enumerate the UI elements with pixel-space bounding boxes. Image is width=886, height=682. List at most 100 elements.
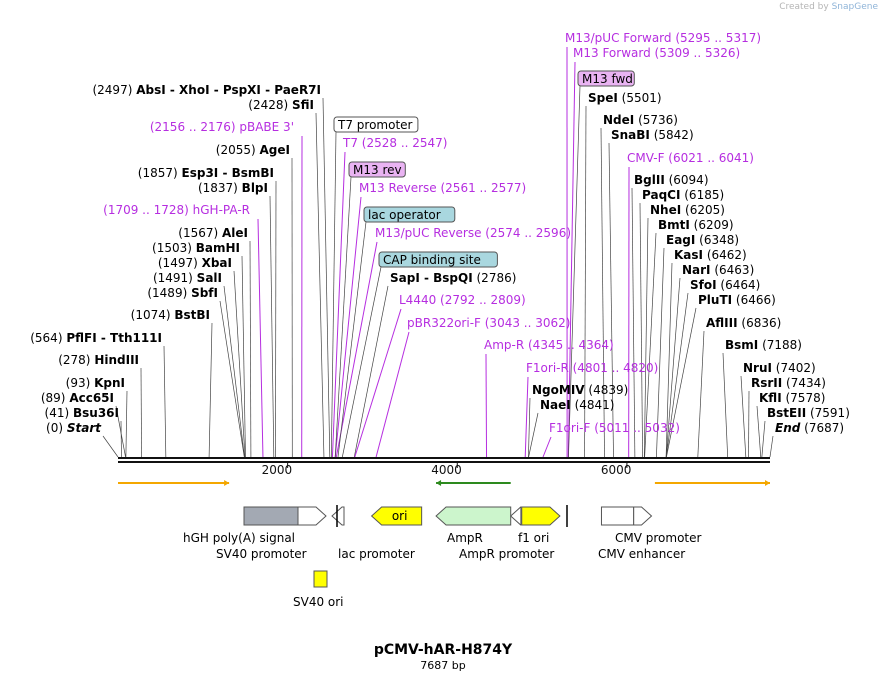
feature-6 [509, 506, 522, 526]
map-length: 7687 bp [420, 659, 466, 672]
feature-box-label-3: CAP binding site [383, 253, 481, 267]
feature-track: hGH poly(A) signal SV40 promoter SV40 ori l… [118, 480, 770, 609]
site-pos: (7402) [772, 361, 816, 375]
orf-arrowhead [436, 480, 442, 486]
backbone: 2000 4000 6000 [118, 457, 770, 477]
feature-7 [521, 506, 561, 526]
feature-box-2 [363, 206, 456, 223]
feature-box-leader [334, 176, 352, 458]
site-name: SnaBI [611, 128, 650, 142]
site-label-31: PluTI (6466) [698, 293, 776, 307]
site-name: SfiI [292, 98, 314, 112]
site-leader [125, 390, 128, 458]
feature-box-leader [568, 85, 581, 458]
site-label-9: (1497) XbaI [158, 256, 232, 270]
site-label-37: BstEII (7591) [767, 406, 850, 420]
site-leader [102, 435, 119, 458]
site-label-8: (1491) SalI [153, 271, 222, 285]
site-pos: (7591) [806, 406, 850, 420]
primer-label-4: M13/pUC Reverse (2574 .. 2596) [375, 226, 571, 240]
site-name: AgeI [260, 143, 290, 157]
site-name: SalI [197, 271, 222, 285]
feature-5 [435, 506, 512, 526]
site-label-10: (1503) BamHI [152, 241, 240, 255]
site-pos: (7434) [782, 376, 826, 390]
site-name: NaeI [540, 398, 571, 412]
site-pos: (6466) [732, 293, 776, 307]
primer-leader [257, 218, 264, 458]
site-leader [600, 127, 605, 458]
site-leader [223, 285, 245, 458]
feature-label-6: AmpR promoter [459, 547, 554, 561]
site-label-20: SpeI (5501) [588, 91, 662, 105]
site-name: PluTI [698, 293, 732, 307]
primer-leader [335, 241, 378, 458]
site-name: SpeI [588, 91, 618, 105]
site-leader [740, 375, 747, 458]
primer-label-7: Amp-R (4345 .. 4364) [484, 338, 614, 352]
site-name: PaqCI [642, 188, 680, 202]
feature-3 [331, 506, 345, 526]
orf-arrowhead [224, 480, 230, 486]
ruler-label: 2000 [262, 463, 293, 477]
primer-leader [485, 353, 488, 458]
site-label-1: (41) Bsu36I [45, 406, 119, 420]
site-leader [353, 285, 389, 458]
site-pos: (5842) [650, 128, 694, 142]
site-leader [241, 255, 246, 458]
ruler-label: 4000 [431, 463, 462, 477]
feature-9 [633, 506, 653, 526]
site-name: EagI [666, 233, 695, 247]
site-leader [269, 195, 275, 458]
site-name: Acc65I [69, 391, 114, 405]
site-label-35: RsrII (7434) [751, 376, 826, 390]
site-label-19: NaeI (4841) [540, 398, 614, 412]
site-name: SbfI [191, 286, 218, 300]
site-leader [249, 240, 252, 458]
feature-box-label-1: M13 rev [353, 163, 402, 177]
site-label-32: AflIII (6836) [706, 316, 781, 330]
site-name: End [775, 421, 801, 435]
site-name: KpnI [94, 376, 125, 390]
site-pos: (7188) [758, 338, 802, 352]
site-label-2: (89) Acc65I [41, 391, 114, 405]
feature-label-4: ori [392, 509, 408, 523]
site-pos: (6463) [711, 263, 755, 277]
site-leader [665, 292, 689, 458]
site-name: NruI [743, 361, 772, 375]
feature-box-leader [337, 221, 367, 458]
site-pos: (6836) [738, 316, 782, 330]
site-name: PflFI - Tth111I [66, 331, 162, 345]
site-leader [665, 262, 673, 458]
site-leader [584, 105, 587, 458]
feature-label-3: lac promoter [338, 547, 415, 561]
site-name: Bsu36I [73, 406, 119, 420]
site-name: AbsI - XhoI - PspXI - PaeR7I [136, 83, 321, 97]
site-name: Esp3I - BsmBI [182, 166, 274, 180]
site-label-7: (1489) SbfI [147, 286, 218, 300]
site-name: XbaI [202, 256, 232, 270]
feature-8 [600, 506, 635, 526]
site-pos: (1567) [178, 226, 222, 240]
feature-label-5: AmpR [447, 531, 483, 545]
primer-label-1: (2156 .. 2176) pBABE 3' [150, 120, 294, 134]
primer-label-0: (1709 .. 1728) hGH-PA-R [103, 203, 250, 217]
site-pos: (1503) [152, 241, 196, 255]
primer-label-12: CMV-F (6021 .. 6041) [627, 151, 754, 165]
feature-label-9: CMV promoter [615, 531, 702, 545]
site-pos: (4839) [585, 383, 629, 397]
primer-leader [334, 196, 362, 458]
site-lines [102, 46, 774, 458]
site-leader [756, 405, 762, 458]
primer-leader [567, 61, 576, 458]
site-labels: (0) Start(41) Bsu36I(89) Acc65I(93) KpnI… [30, 31, 850, 435]
site-label-4: (278) HindIII [58, 353, 139, 367]
site-label-26: BmtI (6209) [658, 218, 734, 232]
feature-1 [297, 506, 327, 526]
feature-box-0 [333, 116, 419, 133]
feature-box-1 [348, 161, 406, 178]
site-name: AleI [222, 226, 248, 240]
site-pos: (89) [41, 391, 69, 405]
feature-0 [243, 506, 299, 526]
site-label-38: End (7687) [775, 421, 844, 435]
